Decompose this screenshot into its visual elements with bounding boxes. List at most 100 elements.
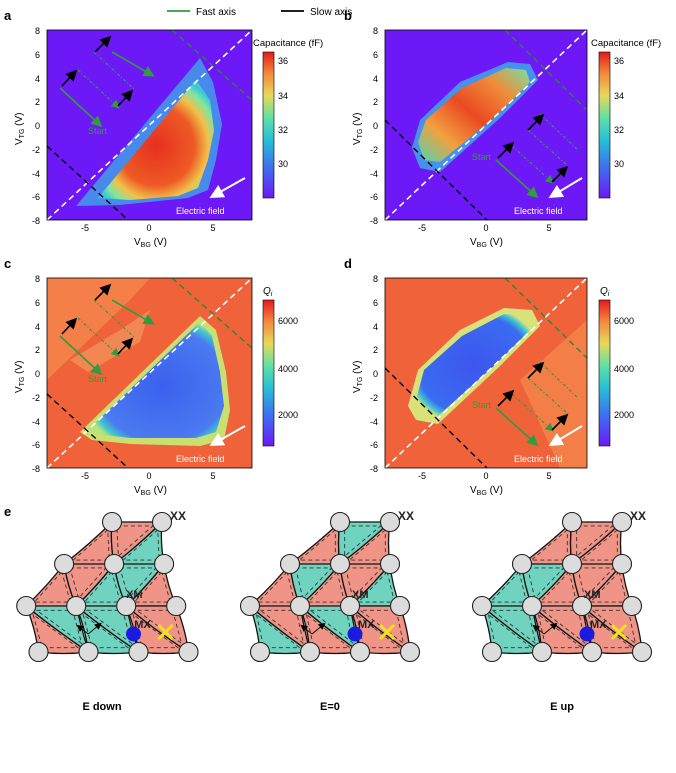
- pink-domain: [580, 605, 643, 654]
- slow-axis-label: Slow axis: [310, 7, 352, 18]
- slow-axis-arrow: [527, 113, 545, 131]
- svg-text:8: 8: [373, 26, 378, 36]
- svg-text:2: 2: [373, 345, 378, 355]
- black-dashed-boundary: [385, 119, 488, 220]
- lattice-vector: [532, 624, 545, 635]
- slow-axis-arrow: [117, 89, 134, 107]
- start-label: Start: [472, 152, 492, 162]
- colorbar-ticks: 6000 4000 2000: [614, 316, 634, 420]
- white-dashed-diagonal: [385, 278, 587, 468]
- lattice-node: [521, 595, 543, 617]
- domain-wall-dashed: [344, 525, 382, 558]
- slow-axis-arrow: [94, 35, 112, 53]
- lattice-node: [28, 641, 49, 663]
- svg-text:5: 5: [546, 223, 551, 233]
- lattice-node: [481, 641, 503, 663]
- electric-field-label: Electric field: [176, 454, 225, 464]
- panel-b: b Start Electric field 8 6 4 2 0 -2 -4 -…: [344, 8, 661, 249]
- lattice-vector: [300, 624, 313, 635]
- lattice-node: [389, 595, 411, 617]
- svg-text:-2: -2: [32, 393, 40, 403]
- domain-wall-dashed: [116, 525, 155, 558]
- start-label: Start: [472, 400, 492, 410]
- svg-text:0: 0: [35, 121, 40, 131]
- lattice-node: [561, 553, 583, 575]
- domain-wall-dashed: [307, 570, 345, 603]
- panel-letter: b: [344, 8, 352, 23]
- svg-text:2: 2: [373, 97, 378, 107]
- xx-label: XX: [630, 509, 646, 523]
- lattice-node: [571, 595, 593, 617]
- fast-axis-arrow: [495, 159, 539, 199]
- electric-field-arrow: [548, 177, 583, 199]
- svg-text:34: 34: [614, 91, 624, 101]
- heatmap-region: [416, 314, 532, 416]
- svg-text:2: 2: [35, 97, 40, 107]
- yellow-x-marker: [378, 623, 396, 641]
- svg-text:-5: -5: [418, 471, 426, 481]
- xm-label: XM: [352, 589, 369, 601]
- svg-text:5: 5: [546, 471, 551, 481]
- domain-wall-dashed: [33, 570, 72, 603]
- domain-wall-dashed: [580, 528, 618, 561]
- domain-wall-dashed: [258, 609, 305, 645]
- svg-text:-2: -2: [32, 145, 40, 155]
- x-ticks: -5 0 5: [81, 471, 216, 481]
- lattice-node: [339, 595, 361, 617]
- xm-label: XM: [584, 589, 601, 601]
- domain-wall-dashed: [527, 567, 565, 600]
- electric-field-label: Electric field: [514, 206, 563, 216]
- svg-text:30: 30: [614, 159, 624, 169]
- electric-field-arrow: [548, 425, 583, 447]
- domain-wall-dashed: [133, 570, 172, 603]
- xx-label: XX: [398, 509, 414, 523]
- yellow-x-marker: [157, 623, 174, 641]
- pink-domain: [348, 605, 411, 654]
- x-ticks: -5 0 5: [418, 223, 552, 233]
- colorbar-title: Capacitance (fF): [253, 38, 323, 49]
- slow-axis-arrow: [61, 69, 78, 87]
- start-label: Start: [88, 126, 108, 136]
- svg-text:2000: 2000: [278, 410, 298, 420]
- svg-text:5: 5: [210, 471, 215, 481]
- panel-a: a Start Electric field 8 6 4 2 0 -2 -4: [4, 8, 323, 249]
- svg-text:8: 8: [35, 26, 40, 36]
- electric-field-label: Electric field: [176, 206, 225, 216]
- domain-wall-dashed: [489, 570, 527, 603]
- lattice-node: [631, 641, 653, 663]
- panel-letter: d: [344, 256, 352, 271]
- lattice-vector: [87, 622, 102, 635]
- fast-axis-dashdot: [511, 145, 554, 184]
- lattice-caption: E=0: [320, 701, 340, 713]
- fast-axis-arrow: [59, 335, 103, 376]
- svg-text:4: 4: [373, 74, 378, 84]
- domain-wall-dashed: [537, 613, 584, 649]
- x-axis-label: VBG (V): [134, 237, 167, 249]
- lattice-node: [611, 511, 633, 533]
- domain-wall-dashed: [590, 609, 637, 645]
- teal-domain: [24, 605, 90, 654]
- fast-axis-dashdot: [539, 361, 579, 399]
- plot-frame: [384, 29, 588, 221]
- green-dashed-boundary: [504, 278, 587, 359]
- svg-text:2000: 2000: [614, 410, 634, 420]
- lattice-node: [349, 641, 371, 663]
- lattice-node: [329, 553, 351, 575]
- white-dashed-diagonal: [47, 30, 252, 220]
- svg-text:6: 6: [35, 298, 40, 308]
- heatmap-region: [88, 322, 224, 438]
- y-axis-label: VTG (V): [14, 360, 26, 393]
- colorbar-title: Capacitance (fF): [591, 38, 661, 49]
- svg-text:-6: -6: [370, 440, 378, 450]
- x-ticks: -5 0 5: [81, 223, 216, 233]
- domain-wall-dashed: [83, 570, 122, 603]
- x-axis-label: VBG (V): [134, 485, 167, 497]
- svg-text:-5: -5: [418, 223, 426, 233]
- colorbar-ticks: 36 34 32 30: [278, 56, 288, 169]
- svg-text:4: 4: [35, 74, 40, 84]
- slow-axis-arrow: [61, 317, 78, 335]
- svg-text:-6: -6: [32, 440, 40, 450]
- svg-text:36: 36: [278, 56, 288, 66]
- y-axis-label: VTG (V): [14, 112, 26, 145]
